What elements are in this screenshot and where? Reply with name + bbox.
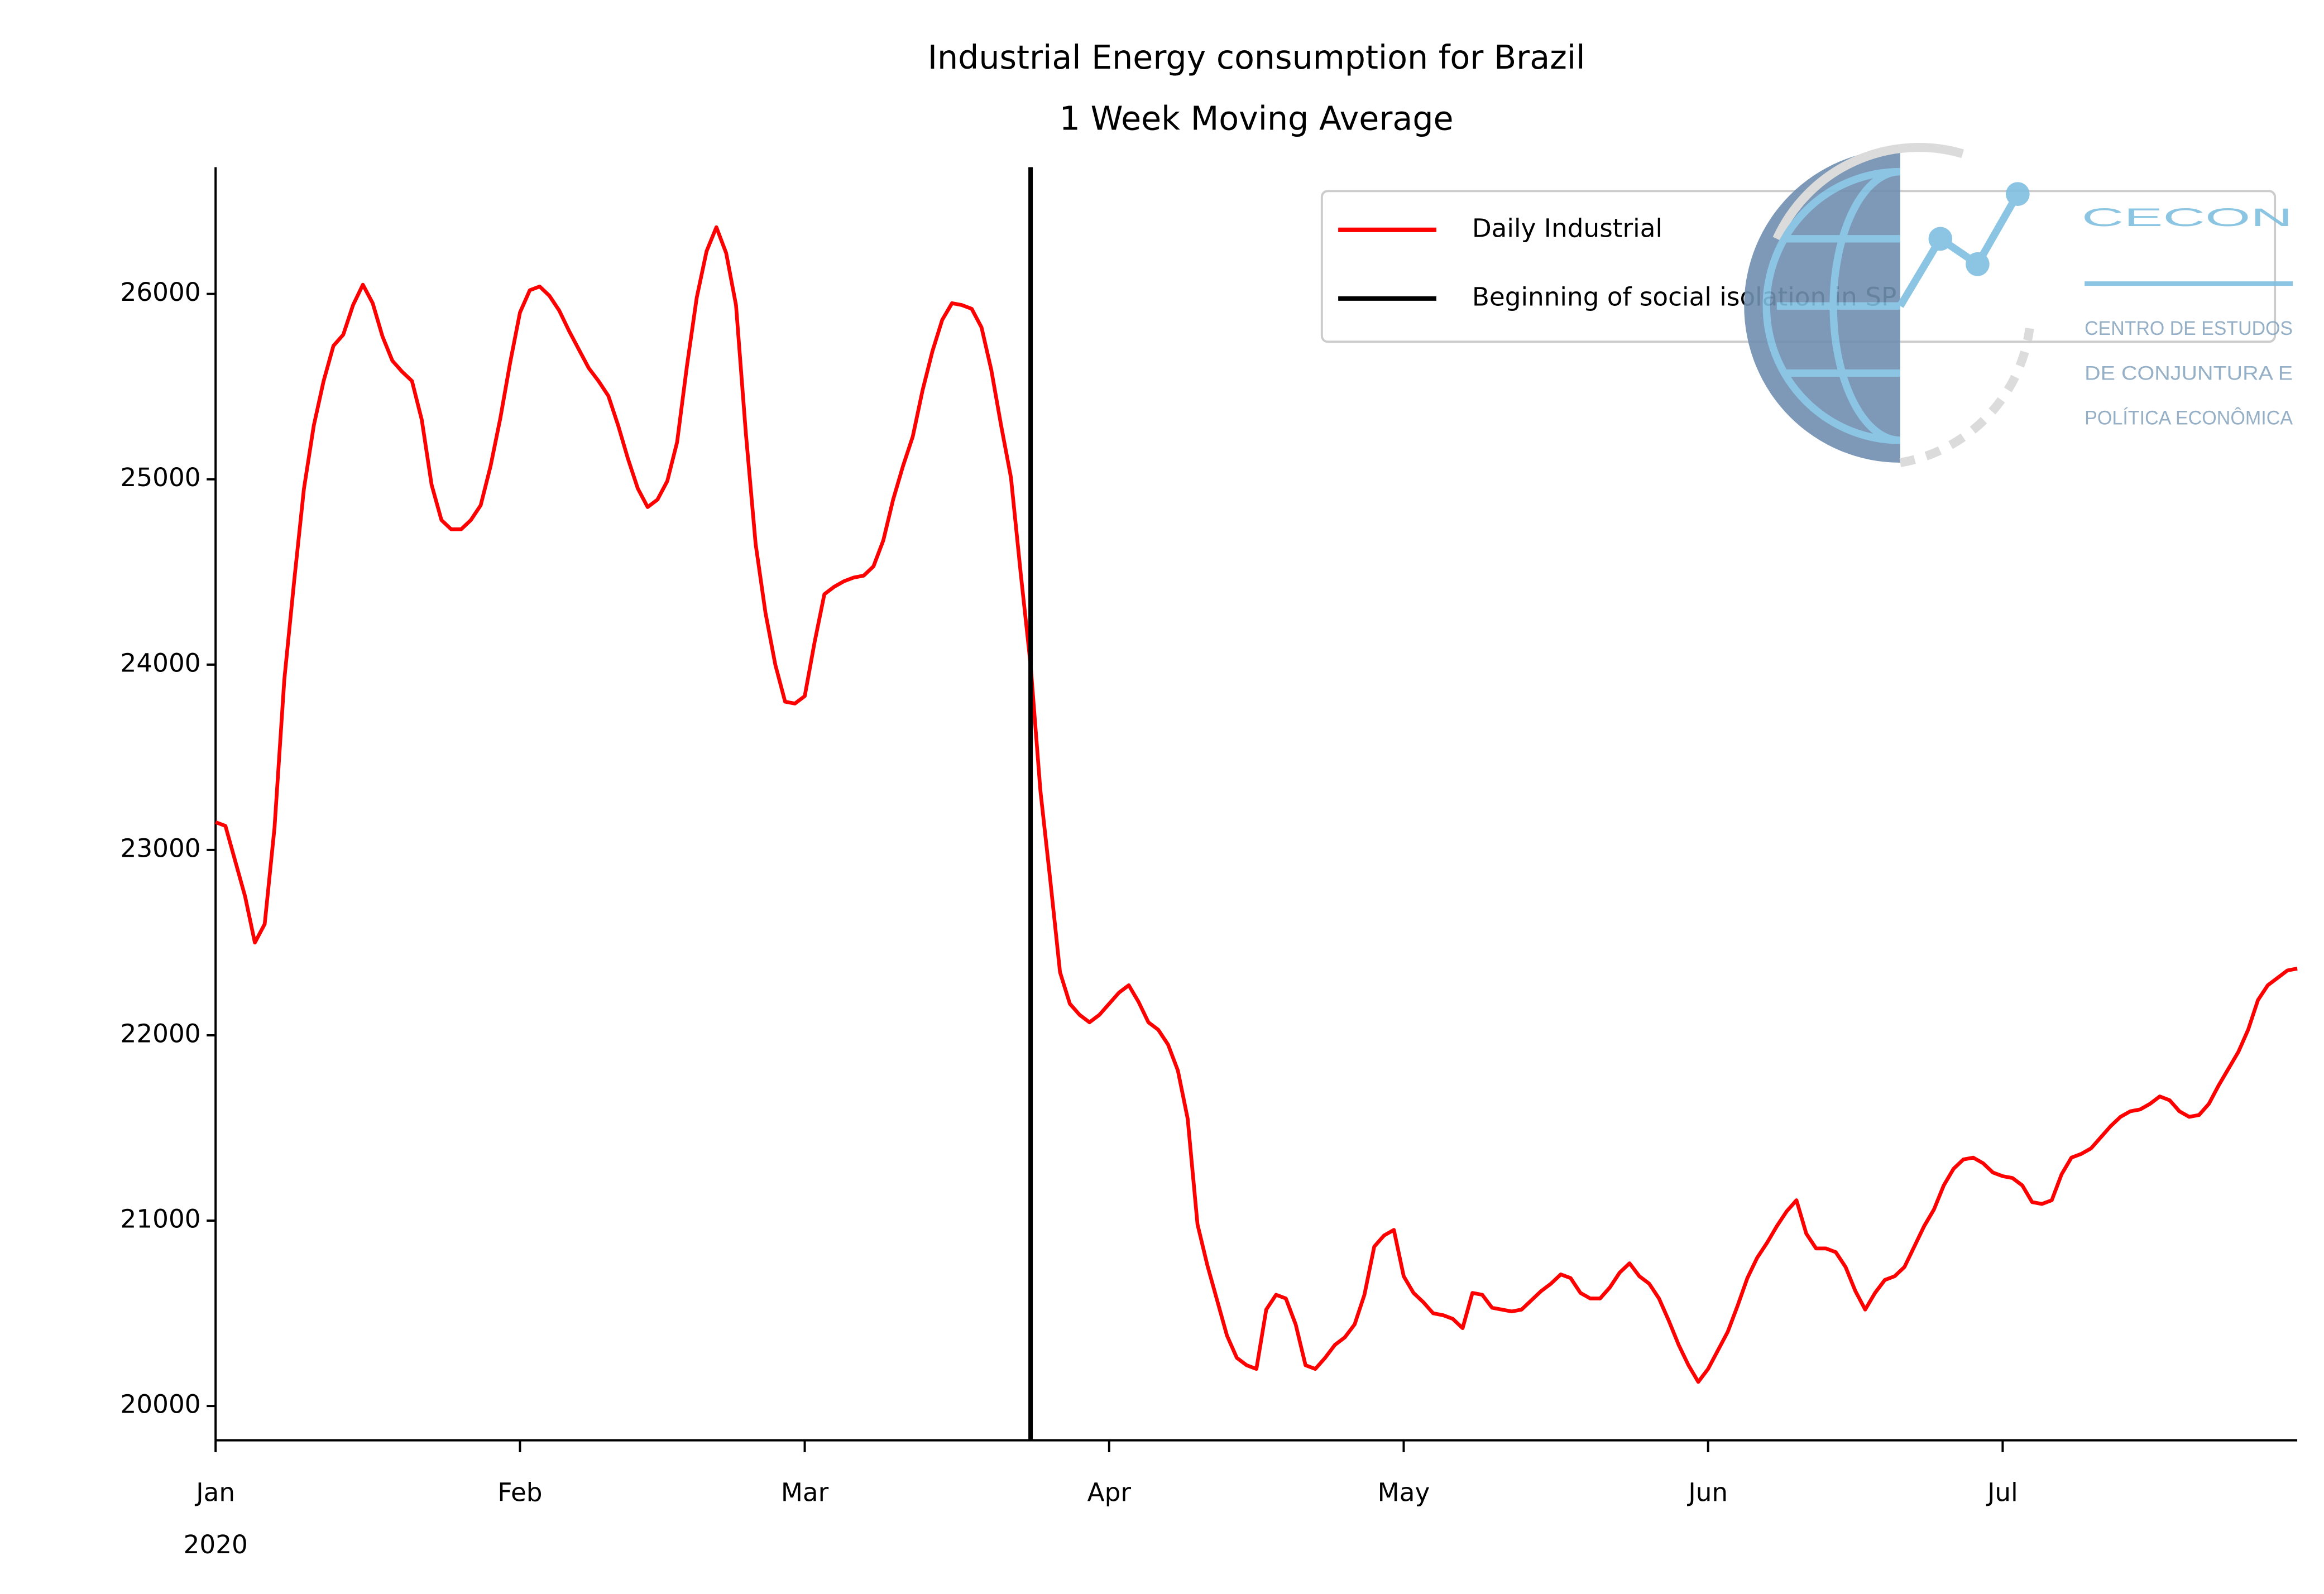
y-tick-label: 24000 [121, 648, 201, 678]
logo-subtitle: CENTRO DE ESTUDOS [2085, 318, 2293, 339]
y-tick-label: 21000 [121, 1204, 201, 1233]
logo-ring [1899, 328, 2034, 467]
x-tick-label: Jun [1686, 1477, 1728, 1507]
y-tick-label: 22000 [121, 1019, 201, 1048]
logo-grid [1762, 167, 1900, 444]
chart-subtitle: 1 Week Moving Average [1060, 100, 1454, 138]
y-tick-label: 25000 [121, 463, 201, 492]
x-tick-label: Feb [497, 1477, 542, 1507]
logo-ring [1772, 143, 1964, 241]
x-tick-label: Mar [781, 1477, 829, 1507]
y-tick-label: 20000 [121, 1390, 201, 1419]
x-tick-label: Jul [1986, 1477, 2018, 1507]
logo-trend [1897, 192, 2021, 308]
x-tick-label: Apr [1087, 1477, 1132, 1507]
x-tick-label: Jan [194, 1477, 235, 1507]
logo-dot [1928, 227, 1953, 251]
logo: CECON CENTRO DE ESTUDOS DE CONJUNTURA E POL… [1744, 143, 2293, 467]
legend-label: Daily Industrial [1472, 213, 1662, 243]
logo-subtitle: POLÍTICA ECONÔMICA [2085, 407, 2293, 429]
logo-title: CECON [2082, 203, 2293, 232]
x-year-label: 2020 [184, 1530, 248, 1559]
line-series [215, 225, 2298, 1384]
x-tick-label: May [1378, 1477, 1430, 1507]
logo-subtitle: DE CONJUNTURA E [2085, 363, 2293, 384]
chart-title: Industrial Energy consumption for Brazil [928, 39, 1585, 76]
y-tick-label: 23000 [121, 833, 201, 863]
y-tick-label: 26000 [121, 277, 201, 307]
logo-dot [1966, 252, 1990, 276]
logo-dot [2006, 182, 2030, 207]
